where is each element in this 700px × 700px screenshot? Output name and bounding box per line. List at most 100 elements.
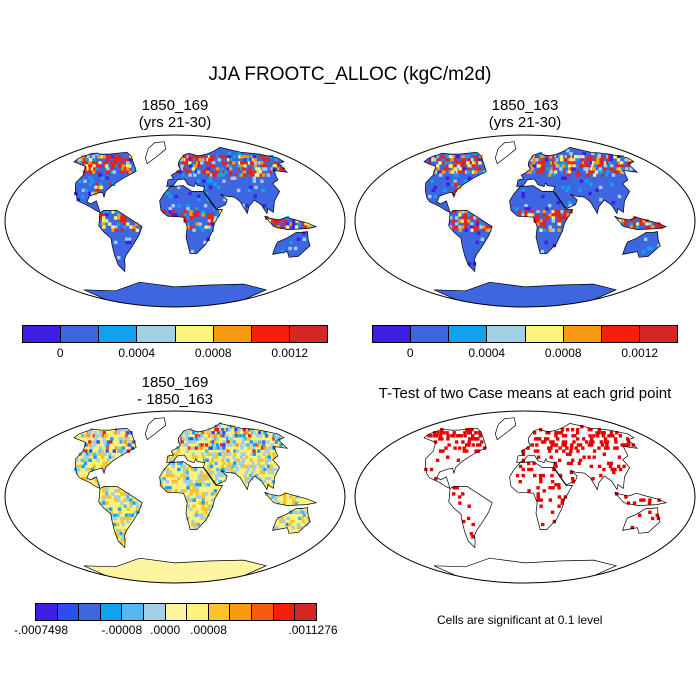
grid-cell (292, 222, 296, 226)
grid-cell (235, 467, 239, 472)
colorbar-segment (23, 326, 62, 342)
grid-cell (598, 185, 603, 190)
grid-cell (96, 170, 100, 174)
grid-cell (457, 434, 462, 438)
grid-cell (532, 164, 536, 168)
grid-cell (106, 167, 110, 171)
grid-cell (540, 164, 545, 168)
grid-cell (166, 191, 170, 196)
grid-cell (193, 525, 197, 530)
grid-cell (298, 510, 302, 514)
grid-cell (88, 182, 92, 186)
grid-cell (584, 161, 588, 165)
grid-cell (527, 489, 531, 493)
coastline-namerica (423, 427, 487, 490)
grid-cell (551, 213, 555, 217)
grid-cell (215, 428, 220, 432)
coastline-eurasia (516, 147, 639, 215)
grid-cell (130, 513, 135, 517)
grid-cell (301, 510, 305, 514)
grid-cell (93, 443, 97, 447)
grid-cell (552, 173, 556, 177)
grid-cell (132, 501, 136, 505)
grid-cell (177, 467, 181, 472)
grid-cell (212, 455, 216, 459)
grid-cell (461, 440, 465, 444)
grid-cell (557, 431, 562, 435)
grid-cell (203, 477, 207, 481)
grid-cell (239, 167, 244, 171)
grid-cell (100, 434, 104, 438)
grid-cell (455, 486, 459, 490)
grid-cell (222, 179, 226, 183)
grid-cell (549, 446, 553, 450)
grid-cell (299, 525, 304, 530)
grid-cell (271, 495, 275, 499)
grid-cell (247, 434, 252, 438)
grid-cell (232, 155, 237, 159)
grid-cell (442, 161, 446, 165)
grid-cell (277, 167, 281, 171)
grid-cell (624, 219, 628, 223)
grid-cell (111, 210, 115, 214)
grid-cell (199, 470, 204, 475)
grid-cell (541, 158, 545, 162)
grid-cell (102, 437, 106, 441)
grid-cell (105, 489, 109, 493)
grid-cell (259, 173, 263, 177)
grid-cell (204, 167, 209, 171)
grid-cell (228, 437, 232, 441)
grid-cell (616, 167, 620, 171)
grid-cell (190, 437, 194, 441)
grid-cell (271, 437, 276, 441)
grid-cell (476, 219, 480, 223)
grid-cell (122, 158, 127, 162)
grid-cell (274, 219, 278, 223)
grid-cell (467, 504, 471, 508)
grid-cell (234, 458, 238, 462)
grid-cell (253, 464, 257, 469)
grid-cell (237, 152, 241, 156)
grid-cell (541, 155, 546, 159)
grid-cell (133, 510, 137, 514)
grid-cell (471, 522, 475, 527)
grid-cell (244, 443, 248, 447)
grid-cell (452, 492, 456, 496)
grid-cell (473, 431, 478, 435)
grid-cell (203, 240, 207, 245)
grid-cell (195, 431, 199, 435)
grid-cell (168, 194, 173, 199)
grid-cell (117, 222, 121, 226)
grid-cell (114, 532, 118, 536)
grid-cell (214, 173, 218, 177)
colorbar-segment (165, 604, 188, 620)
grid-cell (518, 480, 522, 484)
grid-cell (113, 522, 117, 527)
grid-cell (117, 507, 122, 511)
grid-cell (94, 185, 98, 190)
grid-cell (213, 182, 217, 186)
grid-cell (119, 532, 124, 536)
grid-cell (521, 452, 526, 456)
grid-cell (645, 222, 649, 226)
grid-cell (565, 188, 569, 193)
panel-title-line1: 1850_169 (141, 97, 209, 114)
grid-cell (283, 495, 287, 499)
grid-cell (549, 170, 553, 174)
grid-cell (527, 213, 531, 217)
grid-cell (126, 498, 130, 502)
panel-title-line2: (yrs 21-30) (138, 114, 212, 131)
grid-cell (123, 504, 127, 508)
grid-cell (226, 167, 231, 171)
grid-cell (472, 262, 477, 266)
grid-cell (238, 161, 242, 165)
grid-cell (98, 452, 102, 456)
grid-cell (109, 507, 113, 511)
grid-cell (475, 167, 480, 171)
panel-title-top-right: 1850_163 (yrs 21-30) (400, 97, 650, 131)
grid-cell (226, 440, 230, 444)
grid-cell (120, 452, 124, 456)
grid-cell (466, 155, 471, 159)
grid-cell (171, 210, 175, 214)
grid-cell (120, 437, 124, 441)
